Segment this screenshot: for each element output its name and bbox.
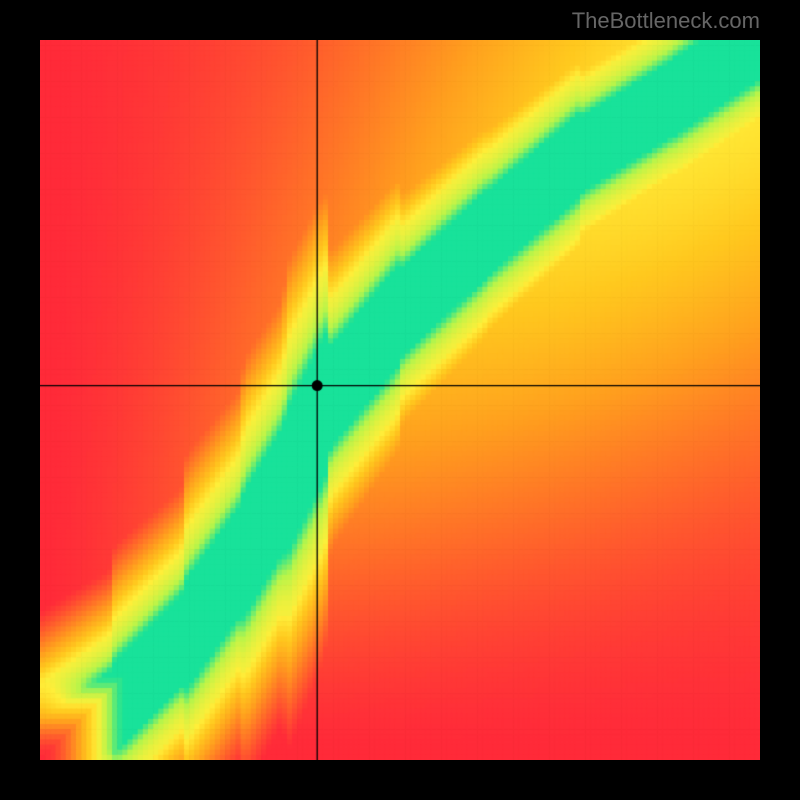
- heatmap-plot: [40, 40, 760, 760]
- watermark-text: TheBottleneck.com: [572, 8, 760, 34]
- chart-container: TheBottleneck.com: [0, 0, 800, 800]
